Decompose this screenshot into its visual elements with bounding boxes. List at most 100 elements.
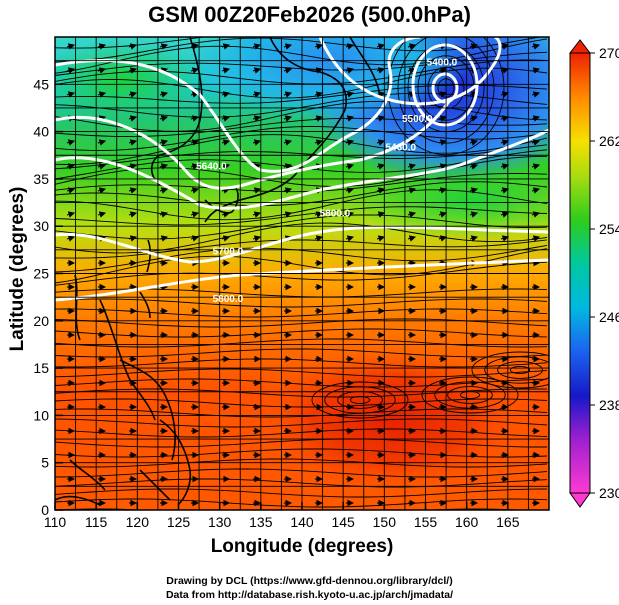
flow-arrow	[252, 187, 262, 194]
flow-arrow	[128, 43, 138, 50]
y-axis: 0 5 10 15 20 25 30 35 40 45	[33, 76, 63, 518]
flow-arrow	[128, 91, 138, 98]
x-tick-label: 120	[126, 514, 150, 530]
flow-arrow	[407, 235, 417, 242]
flow-arrow	[66, 163, 76, 170]
eddy-streamline	[324, 386, 396, 414]
flow-arrow	[376, 163, 386, 170]
y-tick-label: 45	[33, 76, 49, 92]
y-tick-label: 0	[41, 502, 49, 518]
y-tick-label: 20	[33, 313, 49, 329]
eddy-streamline	[484, 356, 549, 384]
flow-arrow	[531, 139, 541, 146]
flow-arrow	[469, 43, 479, 50]
chart-title: GSM 00Z20Feb2026 (500.0hPa)	[148, 2, 471, 27]
flow-arrow	[159, 187, 169, 194]
flow-arrow	[407, 115, 417, 122]
flow-arrow	[314, 235, 324, 242]
colorbar: 230 238 246 254 262 270	[568, 39, 619, 508]
flow-arrow	[314, 139, 324, 146]
flow-arrow	[283, 211, 293, 218]
flow-arrow	[283, 163, 293, 170]
flow-arrow	[500, 115, 510, 122]
flow-arrow	[500, 187, 510, 194]
flow-arrow	[66, 187, 76, 194]
contour-label: 5640.0	[196, 161, 227, 172]
flow-arrow	[500, 139, 510, 146]
flow-arrow	[66, 235, 76, 242]
flow-arrow	[66, 211, 76, 218]
colorbar-tick-label: 230	[599, 485, 619, 501]
flow-arrow	[407, 67, 417, 74]
contour-label: 5800.0	[320, 209, 351, 220]
lat-lon-grid	[55, 37, 549, 510]
flow-arrow	[221, 187, 231, 194]
flow-arrow	[221, 139, 231, 146]
x-tick-label: 135	[249, 514, 273, 530]
contour-label: 5700.0	[213, 247, 244, 258]
flow-arrow	[438, 91, 448, 98]
x-tick-label: 115	[85, 514, 108, 530]
flow-arrow	[531, 211, 541, 218]
eddy-streamline	[509, 365, 531, 375]
flow-arrow	[531, 235, 541, 242]
flow-arrow	[283, 139, 293, 146]
flow-arrow	[190, 115, 200, 122]
flow-arrow	[345, 163, 355, 170]
colorbar-tick-label: 254	[599, 221, 619, 237]
flow-arrow	[66, 43, 76, 50]
contour-labels: 5400.0 5500.0 5460.0 5640.0 5800.0 5700.0 5800…	[196, 57, 458, 305]
flow-arrow	[97, 187, 107, 194]
flow-arrow	[128, 211, 138, 218]
flow-arrow	[407, 43, 417, 50]
flow-arrow	[500, 67, 510, 74]
flow-arrow	[500, 163, 510, 170]
flow-arrow	[252, 235, 262, 242]
flow-arrow	[128, 187, 138, 194]
flow-arrow	[500, 43, 510, 50]
flow-arrow	[469, 139, 479, 146]
flow-arrow	[376, 235, 386, 242]
eddy-streamline	[471, 351, 549, 389]
contour-label: 5500.0	[402, 114, 433, 125]
flow-arrow	[66, 139, 76, 146]
flow-arrow	[159, 43, 169, 50]
flow-arrow	[438, 211, 448, 218]
eddy-streamline	[311, 381, 409, 419]
flow-arrow	[345, 211, 355, 218]
flow-arrow	[159, 211, 169, 218]
eddy-streamline	[447, 386, 493, 404]
y-tick-label: 35	[33, 171, 49, 187]
flow-arrow	[128, 115, 138, 122]
flow-arrow	[376, 211, 386, 218]
flow-arrow	[283, 91, 293, 98]
colorbar-tick-label: 270	[599, 45, 619, 61]
flow-arrow	[97, 211, 107, 218]
flow-arrow	[345, 187, 355, 194]
flow-arrow	[531, 67, 541, 74]
flow-arrow	[500, 91, 510, 98]
flow-arrow	[438, 67, 448, 74]
flow-arrow	[159, 139, 169, 146]
y-tick-label: 10	[33, 407, 49, 423]
flow-arrow	[252, 115, 262, 122]
flow-arrow	[252, 91, 262, 98]
flow-arrow	[221, 91, 231, 98]
flow-arrow	[531, 163, 541, 170]
flow-arrow	[407, 163, 417, 170]
flow-arrow	[190, 163, 200, 170]
flow-arrow	[345, 67, 355, 74]
flow-arrow	[221, 43, 231, 50]
flow-arrow	[407, 187, 417, 194]
flow-arrow	[283, 187, 293, 194]
flow-arrow	[500, 235, 510, 242]
eddy-streamline	[349, 395, 371, 405]
flow-arrow	[531, 187, 541, 194]
x-tick-label: 150	[373, 514, 397, 530]
flow-arrow	[190, 211, 200, 218]
x-tick-label: 130	[208, 514, 232, 530]
flow-arrow	[190, 67, 200, 74]
flow-arrow	[407, 211, 417, 218]
flow-arrow	[314, 67, 324, 74]
